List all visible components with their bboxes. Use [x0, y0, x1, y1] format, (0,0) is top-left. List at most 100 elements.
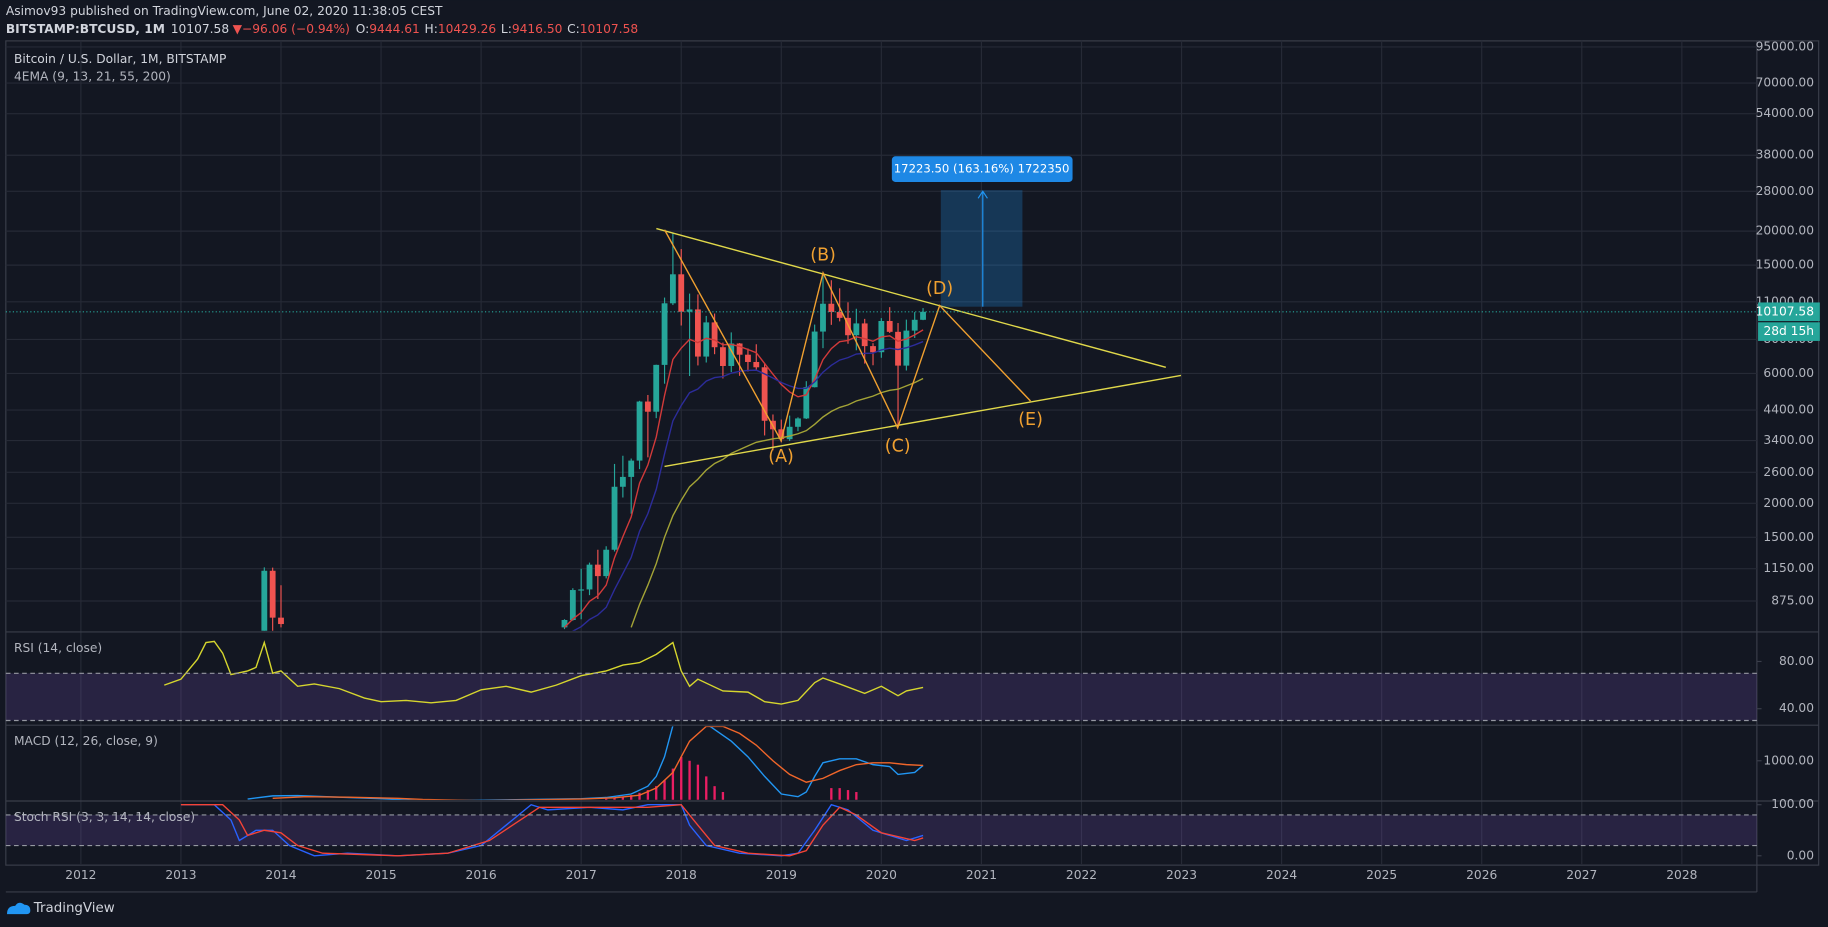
wave-label: (D) [926, 279, 953, 299]
y-tick-label: 4400.00 [1763, 403, 1814, 417]
x-tick-label: 2014 [265, 868, 296, 882]
candle-body [736, 343, 743, 355]
pane-2 [247, 726, 924, 800]
wave-label: (A) [768, 447, 794, 467]
candle-body [269, 570, 276, 618]
indicator-line [180, 804, 924, 857]
candle-body [911, 319, 918, 331]
h-label: H: [425, 22, 438, 36]
wave-label: (C) [885, 437, 911, 457]
x-tick-label: 2028 [1666, 868, 1697, 882]
high: 10429.26 [438, 22, 497, 36]
candle-body [795, 418, 801, 427]
y-tick-label: 100.00 [1771, 797, 1814, 811]
wave-path [663, 229, 1032, 443]
candle-body [886, 320, 893, 332]
x-tick-label: 2022 [1066, 868, 1097, 882]
pane-1 [164, 640, 924, 705]
x-tick-label: 2027 [1566, 868, 1597, 882]
pane-title: MACD (12, 26, close, 9) [14, 734, 158, 748]
candle-body [861, 323, 868, 347]
y-tick-label: 1000.00 [1763, 753, 1814, 767]
measure-box [940, 190, 1023, 307]
upper-trendline [656, 227, 1167, 368]
plots [164, 233, 926, 857]
y-tick-label: 40.00 [1779, 701, 1814, 715]
candle-body [619, 476, 626, 487]
last-price-box [1758, 302, 1820, 322]
indicator-line [272, 726, 924, 800]
histogram-bar [721, 792, 725, 800]
histogram-bar [846, 790, 850, 800]
lower-trendline [664, 374, 1182, 468]
candle-body [811, 331, 818, 388]
candle-body [786, 426, 793, 440]
histogram-bar [705, 776, 708, 800]
candle-body [636, 401, 643, 461]
wave-label: (B) [810, 245, 836, 265]
x-tick-label: 2013 [165, 868, 196, 882]
histogram-bar [621, 796, 625, 800]
y-tick-label: 80.00 [1779, 654, 1814, 668]
candle-body [853, 323, 860, 336]
close: 10107.58 [580, 22, 638, 36]
symbol: BITSTAMP:BTCUSD, 1M [6, 22, 165, 36]
candle-body [694, 309, 701, 357]
histogram-bar [855, 792, 858, 800]
ema-line [630, 377, 924, 628]
y-tick-label: 3400.00 [1763, 433, 1814, 447]
candle-body [720, 347, 726, 366]
pane-title: RSI (14, close) [14, 641, 102, 655]
candle-body [745, 354, 751, 362]
x-tick-label: 2021 [966, 868, 997, 882]
histogram-bar [638, 792, 641, 800]
y-tick-label: 54000.00 [1756, 106, 1814, 120]
band-fill [5, 814, 1757, 846]
chart-frame [5, 40, 1820, 866]
candle-body [820, 303, 826, 332]
candle-body [761, 367, 768, 421]
l-label: L: [501, 22, 512, 36]
x-tick-label: 2018 [666, 868, 697, 882]
histogram-bar [696, 764, 700, 800]
x-tick-label: 2020 [866, 868, 897, 882]
pane-0 [261, 233, 926, 631]
candle-body [870, 346, 876, 353]
candle-body [628, 460, 635, 477]
y-tick-label: 95000.00 [1756, 39, 1814, 53]
pane-title: Bitcoin / U.S. Dollar, 1M, BITSTAMP [14, 52, 226, 66]
candle-body [578, 589, 585, 591]
o-label: O: [356, 22, 370, 36]
candle-body [661, 303, 668, 365]
last-price-label: 10107.58 [1756, 304, 1814, 318]
histogram-bar [605, 798, 608, 800]
countdown: 28d 15h [1763, 324, 1814, 338]
y-tick-label: 1500.00 [1763, 530, 1814, 544]
candle-body [669, 274, 676, 304]
candle-body [611, 486, 618, 550]
y-tick-label: 0.00 [1787, 848, 1814, 862]
y-tick-label: 20000.00 [1756, 224, 1814, 238]
candle-body [845, 317, 851, 336]
y-tick-label: 875.00 [1771, 593, 1814, 607]
pane-subtitle: 4EMA (9, 13, 21, 55, 200) [14, 70, 171, 84]
candle-body [678, 274, 685, 312]
price: 10107.58 [171, 22, 229, 36]
histogram-bar [671, 768, 675, 800]
candle-body [836, 311, 843, 318]
change: ▼−96.06 (−0.94%) [233, 22, 350, 36]
candle-body [703, 322, 710, 357]
logo-icon [6, 902, 31, 915]
candle-body [653, 364, 660, 412]
y-tick-label: 6000.00 [1763, 366, 1814, 380]
histogram-bar [663, 780, 666, 800]
wave-label: (E) [1018, 410, 1043, 430]
symbol-line: BITSTAMP:BTCUSD, 1M 10107.58 ▼−96.06 (−0.9… [6, 22, 638, 36]
candle-body [594, 564, 601, 577]
histogram-bar [646, 790, 650, 800]
pane-title: Stoch RSI (3, 3, 14, 14, close) [14, 810, 195, 824]
histogram-bar [630, 795, 633, 800]
y-tick-label: 28000.00 [1756, 184, 1814, 198]
x-tick-label: 2019 [766, 868, 797, 882]
